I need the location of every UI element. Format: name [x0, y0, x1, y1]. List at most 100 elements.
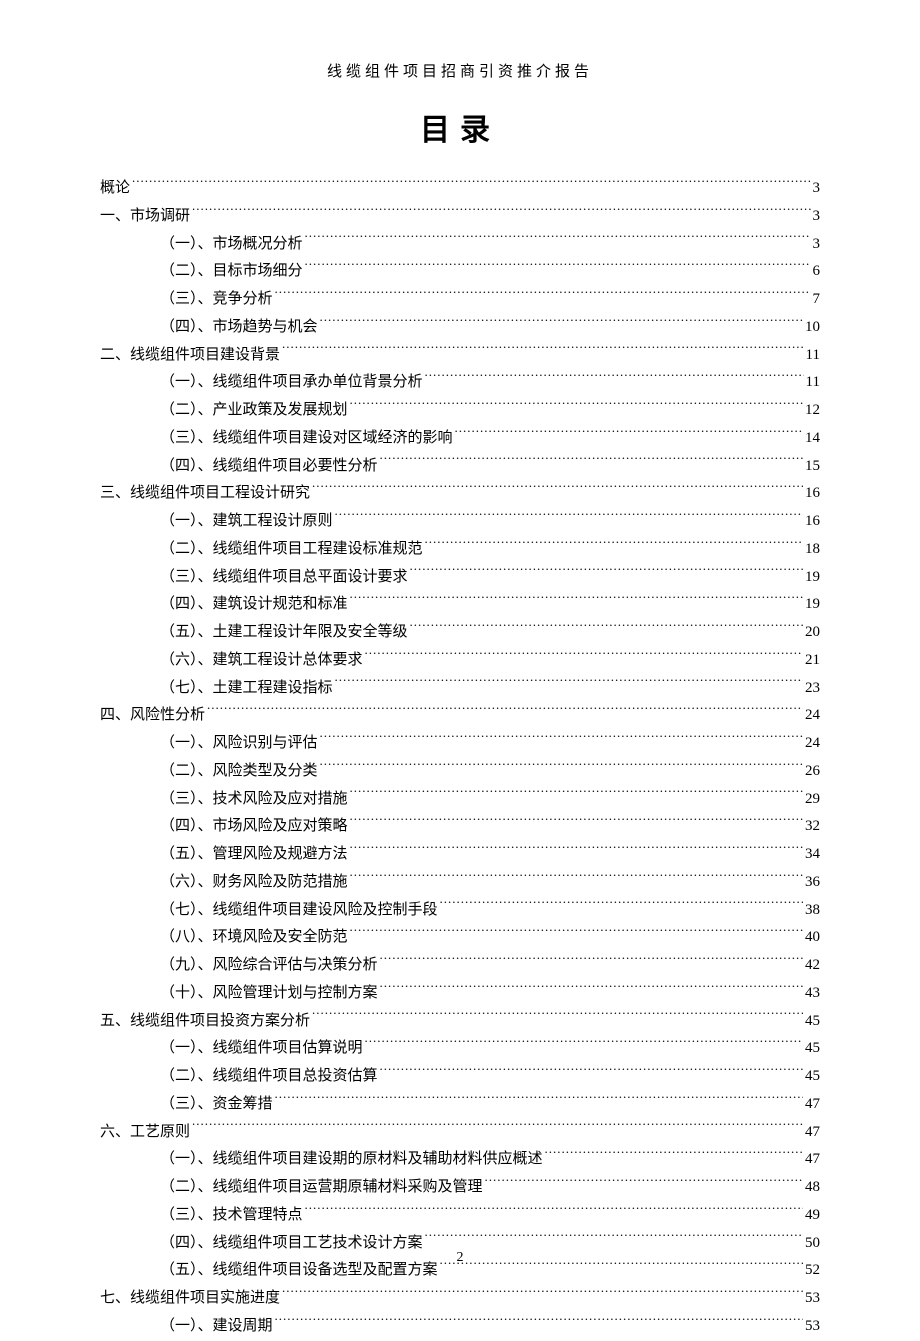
toc-page: 53: [805, 1285, 820, 1313]
toc-page: 45: [805, 1035, 820, 1063]
toc-entry: （五）、管理风险及规避方法34: [100, 841, 820, 869]
toc-page: 20: [805, 619, 820, 647]
toc-dots: [275, 288, 811, 303]
toc-entry: （二）、线缆组件项目总投资估算 45: [100, 1063, 820, 1091]
toc-dots: [132, 177, 810, 192]
toc-dots: [425, 538, 803, 553]
toc-entry: （一）、风险识别与评估24: [100, 730, 820, 758]
toc-page: 49: [805, 1202, 820, 1230]
toc-entry: （七）、土建工程建设指标23: [100, 675, 820, 703]
toc-label: （二）、线缆组件项目总投资估算: [160, 1063, 378, 1091]
toc-entry: 四、风险性分析24: [100, 702, 820, 730]
toc-label: 二、线缆组件项目建设背景: [100, 342, 280, 370]
toc-dots: [440, 1259, 803, 1274]
toc-dots: [365, 1037, 803, 1052]
toc-label: （三）、资金筹措: [160, 1091, 273, 1119]
toc-dots: [380, 455, 803, 470]
toc-entry: （五）、土建工程设计年限及安全等级 20: [100, 619, 820, 647]
toc-page: 21: [805, 647, 820, 675]
toc-label: （五）、线缆组件项目设备选型及配置方案: [160, 1257, 438, 1285]
toc-page: 6: [813, 258, 821, 286]
toc-entry: （七）、线缆组件项目建设风险及控制手段 38: [100, 897, 820, 925]
toc-dots: [335, 677, 803, 692]
toc-dots: [425, 371, 804, 386]
toc-page: 38: [805, 897, 820, 925]
toc-label: 三、线缆组件项目工程设计研究: [100, 480, 310, 508]
toc-dots: [305, 260, 811, 275]
toc-entry: （一）、建筑工程设计原则16: [100, 508, 820, 536]
toc-entry: （三）、技术管理特点 49: [100, 1202, 820, 1230]
toc-label: （五）、管理风险及规避方法: [160, 841, 348, 869]
toc-page: 32: [805, 813, 820, 841]
toc-dots: [410, 566, 803, 581]
toc-entry: （三）、竞争分析7: [100, 286, 820, 314]
toc-label: （七）、线缆组件项目建设风险及控制手段: [160, 897, 438, 925]
toc-entry: （一）、市场概况分析3: [100, 231, 820, 259]
toc-dots: [410, 621, 803, 636]
toc-dots: [192, 205, 810, 220]
toc-page: 45: [805, 1008, 820, 1036]
toc-dots: [350, 593, 803, 608]
toc-dots: [305, 233, 811, 248]
toc-entry: （一）、线缆组件项目承办单位背景分析 11: [100, 369, 820, 397]
toc-page: 19: [805, 591, 820, 619]
toc-entry: （一）、线缆组件项目建设期的原材料及辅助材料供应概述47: [100, 1146, 820, 1174]
toc-entry: （二）、产业政策及发展规划12: [100, 397, 820, 425]
toc-dots: [485, 1176, 803, 1191]
toc-label: （九）、风险综合评估与决策分析: [160, 952, 378, 980]
toc-page: 19: [805, 564, 820, 592]
toc-entry: （三）、资金筹措47: [100, 1091, 820, 1119]
toc-label: （三）、线缆组件项目总平面设计要求: [160, 564, 408, 592]
toc-dots: [335, 510, 803, 525]
toc-page: 11: [806, 369, 820, 397]
toc-page: 7: [813, 286, 821, 314]
toc-dots: [320, 732, 803, 747]
toc-dots: [455, 427, 803, 442]
toc-dots: [312, 482, 803, 497]
toc-entry: （一）、线缆组件项目估算说明 45: [100, 1035, 820, 1063]
toc-title: 目录: [100, 105, 820, 149]
toc-page: 45: [805, 1063, 820, 1091]
toc-label: （四）、市场风险及应对策略: [160, 813, 348, 841]
toc-dots: [425, 1232, 803, 1247]
toc-page: 16: [805, 508, 820, 536]
toc-label: （七）、土建工程建设指标: [160, 675, 333, 703]
toc-label: 概论: [100, 175, 130, 203]
toc-entry: （四）、建筑设计规范和标准 19: [100, 591, 820, 619]
toc-dots: [192, 1121, 803, 1136]
toc-page: 29: [805, 786, 820, 814]
toc-label: （一）、线缆组件项目承办单位背景分析: [160, 369, 423, 397]
toc-page: 18: [805, 536, 820, 564]
toc-entry: （二）、目标市场细分6: [100, 258, 820, 286]
toc-entry: （九）、风险综合评估与决策分析 42: [100, 952, 820, 980]
toc-label: （二）、风险类型及分类: [160, 758, 318, 786]
toc-page: 52: [805, 1257, 820, 1285]
toc-label: （五）、土建工程设计年限及安全等级: [160, 619, 408, 647]
toc-entry: 三、线缆组件项目工程设计研究16: [100, 480, 820, 508]
toc-dots: [545, 1148, 803, 1163]
toc-page: 12: [805, 397, 820, 425]
toc-entry: 七、线缆组件项目实施进度53: [100, 1285, 820, 1313]
toc-entry: （三）、线缆组件项目建设对区域经济的影响14: [100, 425, 820, 453]
toc-dots: [350, 815, 803, 830]
toc-page: 48: [805, 1174, 820, 1202]
toc-entry: （六）、财务风险及防范措施36: [100, 869, 820, 897]
toc-label: （三）、技术管理特点: [160, 1202, 303, 1230]
toc-page: 42: [805, 952, 820, 980]
toc-label: （二）、线缆组件项目工程建设标准规范: [160, 536, 423, 564]
toc-dots: [282, 1287, 803, 1302]
toc-page: 50: [805, 1230, 820, 1258]
toc-label: （三）、技术风险及应对措施: [160, 786, 348, 814]
toc-entry: （三）、线缆组件项目总平面设计要求 19: [100, 564, 820, 592]
toc-page: 40: [805, 924, 820, 952]
toc-entry: 二、线缆组件项目建设背景11: [100, 342, 820, 370]
toc-dots: [380, 982, 803, 997]
toc-label: （四）、建筑设计规范和标准: [160, 591, 348, 619]
toc-dots: [380, 1065, 803, 1080]
toc-label: （八）、环境风险及安全防范: [160, 924, 348, 952]
toc-entry: （三）、技术风险及应对措施 29: [100, 786, 820, 814]
toc-label: （一）、线缆组件项目估算说明: [160, 1035, 363, 1063]
toc-dots: [350, 843, 803, 858]
toc-entry: （四）、线缆组件项目必要性分析15: [100, 453, 820, 481]
toc-page: 15: [805, 453, 820, 481]
